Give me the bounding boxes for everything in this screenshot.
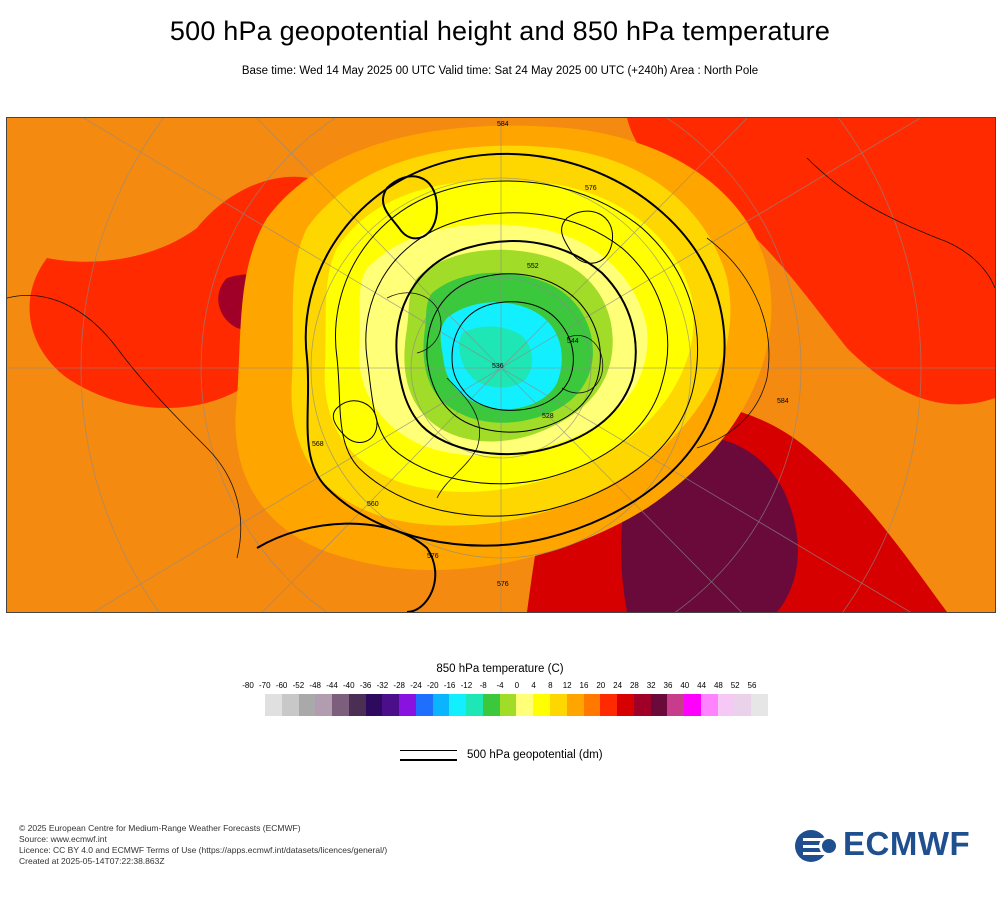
contour-label: 584	[497, 121, 509, 128]
colorbar-tick-label: -52	[292, 681, 305, 690]
colorbar-swatch	[734, 694, 752, 716]
contour-labels: 584 576 568 560 552 544 536 528 576 576 …	[312, 121, 789, 588]
colorbar-tick-label: 44	[697, 681, 707, 690]
colorbar-tick-label: -8	[479, 681, 487, 690]
colorbar-swatch	[566, 694, 584, 716]
contour-label: 552	[527, 263, 539, 270]
colorbar	[265, 694, 768, 716]
colorbar-tick-label: 40	[680, 681, 690, 690]
colorbar-tick-label: -24	[410, 681, 422, 690]
map-svg: 584 576 568 560 552 544 536 528 576 576 …	[7, 118, 995, 612]
colorbar-swatch	[650, 694, 668, 716]
colorbar-tick-label: -4	[496, 681, 504, 690]
contour-label: 576	[427, 553, 439, 560]
map-coastlines	[7, 157, 995, 559]
geopotential-legend-label: 500 hPa geopotential (dm)	[467, 749, 603, 761]
colorbar-swatch	[717, 694, 735, 716]
colorbar-swatch	[499, 694, 517, 716]
contour-label: 536	[492, 363, 504, 370]
colorbar-tick-label: -40	[343, 681, 355, 690]
colorbar-swatch	[516, 694, 534, 716]
colorbar-tick-label: -60	[275, 681, 288, 690]
contour-label: 576	[585, 185, 597, 192]
colorbar-tick-label: -36	[359, 681, 372, 690]
colorbar-tick-label: -48	[309, 681, 321, 690]
colorbar-swatch	[684, 694, 701, 716]
colorbar-tick-label: -32	[376, 681, 389, 690]
colorbar-swatch	[583, 694, 601, 716]
colorbar-tick-label: 4	[531, 681, 536, 690]
colorbar-title: 850 hPa temperature (C)	[436, 663, 564, 675]
colorbar-swatch	[332, 694, 349, 716]
contour-label: 544	[567, 338, 579, 345]
credits: © 2025 European Centre for Medium-Range …	[19, 823, 387, 867]
colorbar-tick-label: -28	[393, 681, 405, 690]
colorbar-tick-label: 24	[613, 681, 623, 690]
colorbar-swatch	[751, 694, 768, 716]
temp-region-teal	[459, 326, 533, 388]
polar-map: 584 576 568 560 552 544 536 528 576 576 …	[6, 117, 996, 613]
colorbar-swatch	[617, 694, 634, 716]
colorbar-tick-label: 8	[548, 681, 553, 690]
colorbar-tick-label: -44	[326, 681, 338, 690]
colorbar-swatch	[633, 694, 651, 716]
contour-label: 528	[542, 413, 554, 420]
colorbar-swatch	[700, 694, 718, 716]
colorbar-tick-label: -16	[443, 681, 456, 690]
colorbar-tick-label: 0	[514, 681, 520, 690]
colorbar-swatch	[432, 694, 450, 716]
colorbar-ticks: -80 -70 -60 -52 -48 -44 -40 -36 -32 -28 -24 -20 -16-…	[0, 681, 1000, 693]
colorbar-swatch	[265, 694, 282, 716]
colorbar-tick-label: -80	[242, 681, 254, 690]
contour-label: 584	[777, 398, 789, 405]
contour-label: 576	[497, 581, 509, 588]
ecmwf-logo: ECMWF	[793, 824, 983, 864]
colorbar-tick-label: 32	[646, 681, 656, 690]
colorbar-swatch	[415, 694, 433, 716]
contour-label: 568	[312, 441, 324, 448]
colorbar-tick-label: 36	[663, 681, 673, 690]
colorbar-tick-label: 28	[629, 681, 639, 690]
colorbar-swatch	[550, 694, 567, 716]
credits-source: Source: www.ecmwf.int	[19, 834, 107, 844]
colorbar-swatch	[281, 694, 299, 716]
colorbar-swatch	[482, 694, 500, 716]
colorbar-tick-label: 16	[579, 681, 589, 690]
colorbar-tick-label: -12	[460, 681, 473, 690]
colorbar-tick-label: 56	[747, 681, 757, 690]
geopotential-legend-symbol	[400, 749, 457, 761]
credits-created: Created at 2025-05-14T07:22:38.863Z	[19, 856, 165, 866]
chart-subtitle: Base time: Wed 14 May 2025 00 UTC Valid …	[241, 65, 759, 77]
ecmwf-logo-text: ECMWF	[843, 825, 971, 862]
colorbar-tick-label: 20	[596, 681, 606, 690]
colorbar-swatch	[667, 694, 685, 716]
contour-label: 560	[367, 501, 379, 508]
ecmwf-logo-icon	[795, 830, 839, 862]
credits-copyright: © 2025 European Centre for Medium-Range …	[19, 823, 301, 833]
colorbar-swatch	[449, 694, 467, 716]
colorbar-tick-label: 12	[562, 681, 572, 690]
geopotential-contours	[256, 152, 726, 612]
colorbar-swatch	[365, 694, 383, 716]
colorbar-tick-label: -70	[259, 681, 271, 690]
colorbar-swatch	[298, 694, 316, 716]
colorbar-swatch	[399, 694, 416, 716]
colorbar-tick-label: 52	[730, 681, 740, 690]
colorbar-tick-label: -20	[427, 681, 439, 690]
colorbar-swatch	[348, 694, 366, 716]
colorbar-swatch	[533, 694, 551, 716]
map-graticule	[7, 118, 995, 612]
colorbar-swatch	[466, 694, 483, 716]
colorbar-swatch	[315, 694, 333, 716]
colorbar-swatch	[382, 694, 400, 716]
chart-title: 500 hPa geopotential height and 850 hPa …	[169, 16, 831, 46]
colorbar-tick-label: 48	[713, 681, 723, 690]
colorbar-swatch	[600, 694, 618, 716]
credits-licence: Licence: CC BY 4.0 and ECMWF Terms of Us…	[19, 845, 388, 855]
